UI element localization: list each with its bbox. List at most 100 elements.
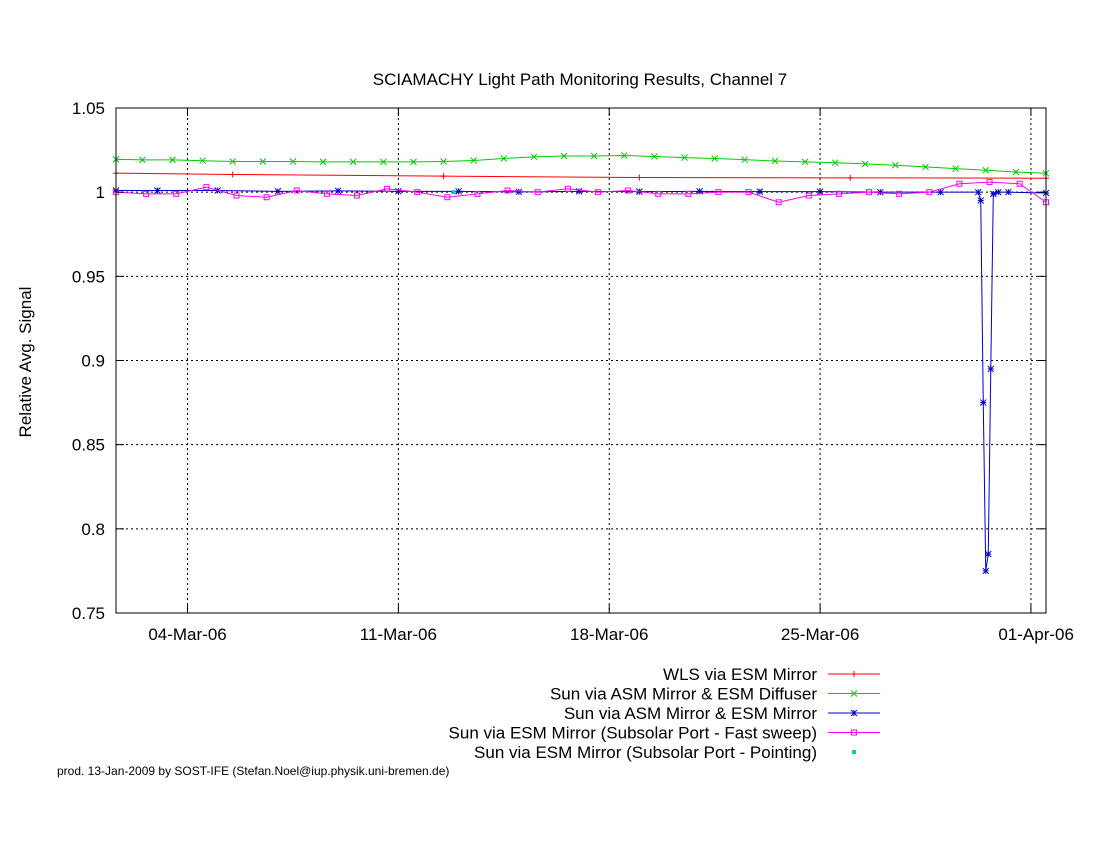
data-point xyxy=(293,187,300,194)
data-point xyxy=(745,189,752,196)
data-point xyxy=(861,160,869,168)
data-point xyxy=(982,166,990,174)
data-point xyxy=(289,158,297,165)
series-line xyxy=(116,189,1047,571)
data-point xyxy=(986,179,993,186)
data-point xyxy=(455,187,462,195)
data-point xyxy=(1012,168,1020,176)
legend-item: Sun via ASM Mirror & ESM Diffuser xyxy=(550,685,880,704)
data-point xyxy=(410,158,417,166)
data-point xyxy=(771,157,779,165)
data-point xyxy=(831,159,839,167)
data-point xyxy=(892,161,899,169)
data-point xyxy=(440,173,447,180)
data-point xyxy=(173,190,180,197)
legend-marker xyxy=(851,671,857,677)
series-line xyxy=(115,154,1047,174)
x-tick-label: 25-Mar-06 xyxy=(781,625,859,644)
legend-item: Sun via ESM Mirror (Subsolar Port - Poin… xyxy=(474,743,856,762)
data-point xyxy=(474,190,481,197)
footer-credit: prod. 13-Jan-2009 by SOST-IFE (Stefan.No… xyxy=(57,764,450,778)
legend-label: Sun via ASM Mirror & ESM Diffuser xyxy=(550,685,817,704)
data-point xyxy=(451,190,456,195)
data-point xyxy=(440,158,447,165)
data-point xyxy=(835,190,842,197)
data-point xyxy=(515,188,523,196)
data-point xyxy=(470,157,478,164)
data-point xyxy=(334,187,342,195)
data-point xyxy=(756,188,764,196)
data-point xyxy=(775,199,782,206)
chart-title: SCIAMACHY Light Path Monitoring Results,… xyxy=(373,70,788,89)
y-tick-label: 0.85 xyxy=(72,436,105,455)
x-tick-label: 01-Apr-06 xyxy=(998,625,1074,644)
data-point xyxy=(233,192,240,199)
data-point xyxy=(353,192,360,199)
data-point xyxy=(987,365,995,373)
data-point xyxy=(384,185,391,192)
data-point xyxy=(866,189,873,196)
data-point xyxy=(805,192,812,199)
data-point xyxy=(974,188,982,196)
data-point xyxy=(1004,188,1012,196)
x-tick-label: 11-Mar-06 xyxy=(360,625,437,644)
data-point xyxy=(594,189,601,196)
data-point xyxy=(259,158,267,165)
data-point xyxy=(263,194,270,201)
data-point xyxy=(560,152,568,160)
data-point xyxy=(534,189,541,196)
legend-marker xyxy=(852,750,856,754)
data-point xyxy=(801,158,809,166)
series-line xyxy=(115,181,1047,203)
data-point xyxy=(655,190,662,197)
data-point xyxy=(876,188,884,196)
data-point xyxy=(651,153,658,160)
data-point xyxy=(922,163,929,171)
y-tick-label: 0.9 xyxy=(81,352,105,371)
data-point xyxy=(636,174,643,181)
data-point xyxy=(139,156,146,164)
legend-label: WLS via ESM Mirror xyxy=(663,665,817,684)
data-point xyxy=(847,174,854,181)
data-point xyxy=(274,187,282,195)
data-point xyxy=(154,187,161,194)
series-1 xyxy=(113,170,1049,182)
y-axis-label: Relative Avg. Signal xyxy=(16,287,35,438)
y-tick-label: 0.8 xyxy=(81,520,105,539)
data-point xyxy=(711,155,719,162)
data-point xyxy=(977,197,985,204)
data-point xyxy=(715,189,722,196)
data-point xyxy=(989,190,997,198)
data-point xyxy=(984,550,992,558)
legend-marker xyxy=(850,709,858,717)
data-point xyxy=(199,157,206,165)
data-point xyxy=(816,188,824,196)
data-point xyxy=(349,158,357,166)
y-tick-label: 0.95 xyxy=(72,267,105,286)
grid-lines xyxy=(116,108,1046,613)
legend-marker xyxy=(851,729,857,736)
data-point xyxy=(979,399,987,406)
data-point xyxy=(379,158,387,166)
data-point xyxy=(229,158,237,165)
data-point xyxy=(323,190,330,197)
series-lines xyxy=(112,152,1050,575)
legend-item: WLS via ESM Mirror xyxy=(663,665,880,684)
data-point xyxy=(203,184,210,191)
data-point xyxy=(500,155,508,162)
data-point xyxy=(530,153,538,161)
data-point xyxy=(575,187,583,195)
data-point xyxy=(590,152,598,160)
data-point xyxy=(896,190,903,197)
data-point xyxy=(994,188,1002,196)
data-point xyxy=(741,156,749,164)
x-tick-label: 18-Mar-06 xyxy=(570,625,648,644)
data-point xyxy=(937,188,944,196)
legend-item: Sun via ESM Mirror (Subsolar Port - Fast… xyxy=(449,724,880,743)
series-5 xyxy=(451,190,456,195)
data-point xyxy=(504,187,511,194)
data-point xyxy=(681,154,688,162)
series-line xyxy=(115,172,1047,179)
